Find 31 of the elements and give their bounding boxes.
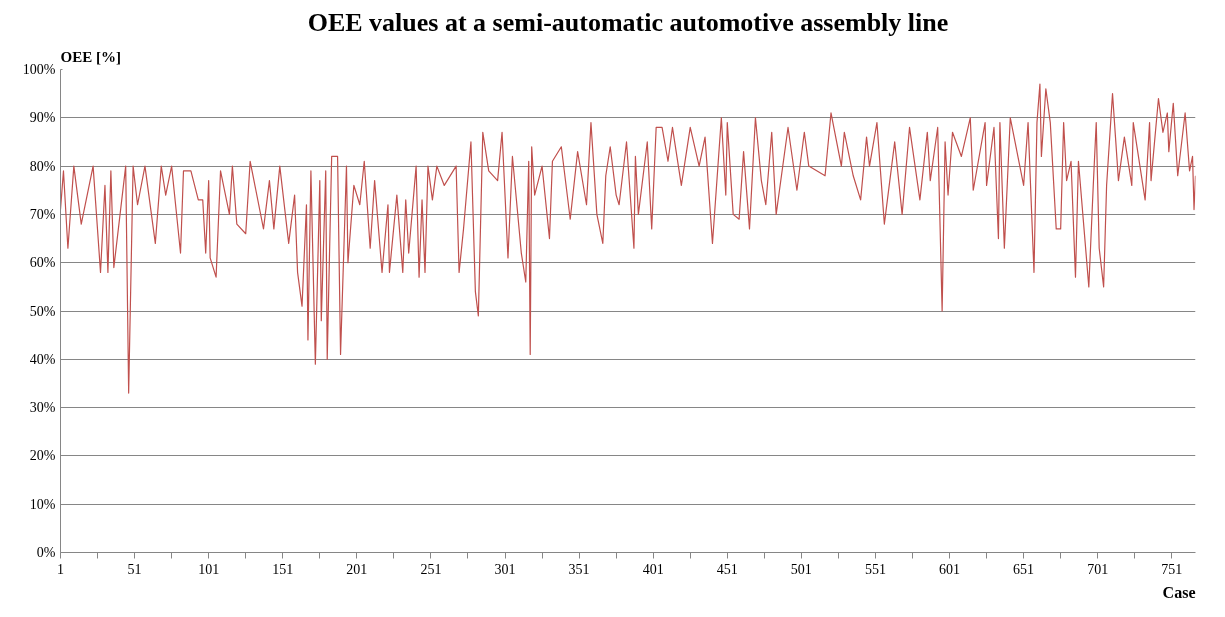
y-tick-label: 90% [29, 110, 56, 126]
y-tick-label: 30% [29, 400, 56, 416]
y-tick-label: 80% [29, 158, 56, 174]
chart-title: OEE values at a semi-automatic automotive assembly line [307, 7, 949, 37]
y-tick-label: 20% [29, 448, 56, 464]
y-tick-label: 50% [29, 303, 56, 319]
x-tick-label: 51 [127, 561, 142, 577]
x-tick-label: 351 [568, 561, 590, 577]
y-tick-label: 60% [29, 255, 56, 271]
x-tick-label: 151 [272, 561, 294, 577]
x-tick-label: 551 [864, 561, 886, 577]
x-tick-label: 451 [716, 561, 738, 577]
y-axis-title: OEE [%] [60, 48, 121, 65]
y-tick-label: 40% [29, 351, 56, 367]
x-tick-label: 601 [939, 561, 961, 577]
x-tick-label: 401 [642, 561, 664, 577]
x-tick-label: 1 [57, 561, 64, 577]
y-tick-label: 70% [29, 206, 56, 222]
x-tick-label: 701 [1087, 561, 1109, 577]
x-tick-label: 501 [790, 561, 812, 577]
x-tick-label: 251 [420, 561, 442, 577]
x-tick-label: 201 [346, 561, 368, 577]
x-tick-label: 751 [1161, 561, 1183, 577]
x-tick-label: 101 [198, 561, 220, 577]
x-axis-title: Case [1162, 583, 1196, 601]
x-tick-label: 301 [494, 561, 516, 577]
y-tick-label: 100% [22, 62, 56, 77]
line-series [60, 83, 1196, 394]
y-tick-label: 0% [36, 545, 56, 560]
y-tick-label: 10% [29, 496, 56, 512]
x-tick-label: 651 [1013, 561, 1035, 577]
